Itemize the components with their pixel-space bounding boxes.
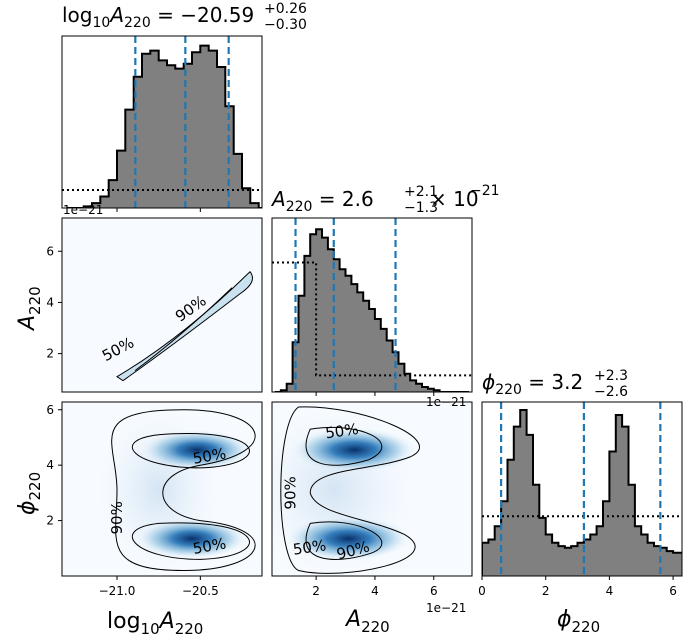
panel-log10A220-A220-contour-90 — [116, 270, 253, 382]
diag-phi220-xtick-label-1: 2 — [542, 584, 550, 598]
title-A220-tail: × 10 — [430, 187, 479, 211]
xlabel-A220: A220 — [344, 607, 390, 636]
title-phi220-sub: −2.6 — [594, 384, 628, 400]
title-A220-exp: −21 — [470, 183, 500, 199]
diag-A220-hist-fill — [274, 229, 470, 392]
ylabel-A220: A220 — [15, 286, 44, 332]
offset-text-top: 1e−21 — [63, 203, 103, 217]
panel-log10A220-phi220-contour-50-upper — [131, 433, 250, 469]
panel-log10A220-phi220-plot: 50% 50% 90% — [62, 402, 262, 576]
diag-phi220-xtick-label-0: 0 — [478, 584, 486, 598]
xlabel-log10A220: log10A220 — [107, 609, 203, 638]
diag-log10A220-hist-outline — [67, 44, 262, 208]
panel-log10A220-A220-ytick-label-0: 2 — [46, 347, 54, 361]
panel-A220-phi220-xtick-label-1: 4 — [371, 584, 379, 598]
panel-A220-phi220-contour-50-upper — [305, 426, 383, 466]
diag-A220-prior — [272, 261, 472, 377]
panel-log10A220-phi220-mode-1 — [137, 518, 247, 559]
panel-A220-phi220-contour-50-lower — [305, 521, 383, 560]
panel-log10A220-A220-ytick-label-1: 4 — [46, 295, 54, 309]
panel-log10A220-phi220-label-50-upper: 50% — [191, 444, 227, 468]
diag-A220-hist-outline — [274, 228, 470, 392]
panel-log10A220-A220-plot: 50%90% — [62, 218, 262, 392]
panel-log10A220-phi220-ytick-label-2: 6 — [46, 403, 54, 417]
panel-log10A220-A220-frame — [61, 217, 263, 393]
panel-A220-phi220-label-90-left: 90% — [282, 476, 300, 509]
panel-log10A220-A220-contour-50 — [134, 287, 233, 372]
title-A220-sup: +2.1 — [404, 184, 438, 200]
offset-text-mid: 1e−21 — [426, 395, 466, 409]
diag-phi220-frame — [481, 401, 683, 577]
title-A220: A220 = 2.6 — [270, 187, 374, 215]
diag-phi220-xtick-label-3: 6 — [669, 584, 677, 598]
title-A220-sub: −1.3 — [404, 200, 438, 216]
panel-log10A220-A220-bg — [62, 218, 262, 392]
panel-A220-phi220-contour-90 — [280, 406, 420, 574]
panel-A220-phi220-frame — [271, 401, 473, 577]
panel-log10A220-phi220-frame — [61, 401, 263, 577]
offset-text-bottom: 1e−21 — [426, 601, 466, 615]
diag-A220-plot — [272, 218, 472, 392]
title-log10A220-sup: +0.26 — [264, 1, 307, 17]
xlabel-phi220: ϕ220 — [557, 607, 600, 636]
panel-A220-phi220-mode-1 — [286, 516, 411, 561]
panel-log10A220-A220-ytick-label-2: 6 — [46, 244, 54, 258]
ylabel-phi220: ϕ220 — [15, 472, 44, 515]
panel-A220-phi220-plot: 50%50% 90%90% — [272, 402, 472, 576]
panel-log10A220-phi220-contour-50-lower — [131, 522, 250, 560]
diag-phi220-xtick-label-2: 4 — [606, 584, 614, 598]
panel-log10A220-phi220-ytick-label-1: 4 — [46, 458, 54, 472]
panel-log10A220-phi220-xtick-label-1: −20.5 — [182, 584, 219, 598]
panel-log10A220-phi220-xtick-label-0: −21.0 — [99, 584, 136, 598]
diag-phi220-hist-outline — [482, 409, 682, 576]
panel-A220-phi220-mode-0 — [292, 427, 417, 472]
diag-log10A220-frame — [61, 35, 263, 209]
panel-A220-phi220-xtick-label-2: 6 — [430, 584, 438, 598]
panel-A220-phi220-label-50-upper: 50% — [324, 420, 360, 442]
panel-A220-phi220-xtick-label-0: 2 — [312, 584, 320, 598]
panel-A220-phi220-label-50-lower: 50% — [292, 536, 328, 558]
panel-log10A220-phi220-ytick-label-0: 2 — [46, 514, 54, 528]
diag-phi220-plot — [482, 402, 682, 576]
title-log10A220-sub: −0.30 — [264, 17, 307, 33]
panel-log10A220-phi220-label-50-lower: 50% — [191, 534, 227, 558]
title-phi220: ϕ220 = 3.2 — [482, 370, 583, 398]
diag-A220-frame — [271, 217, 473, 393]
title-log10A220: log10A220 = −20.59 — [62, 3, 254, 31]
panel-log10A220-phi220-contour-90 — [111, 409, 256, 572]
diag-log10A220-plot — [62, 36, 262, 208]
title-phi220-sup: +2.3 — [594, 368, 628, 384]
diag-log10A220-hist-fill — [67, 45, 262, 208]
panel-log10A220-phi220-label-90: 90% — [108, 501, 126, 534]
